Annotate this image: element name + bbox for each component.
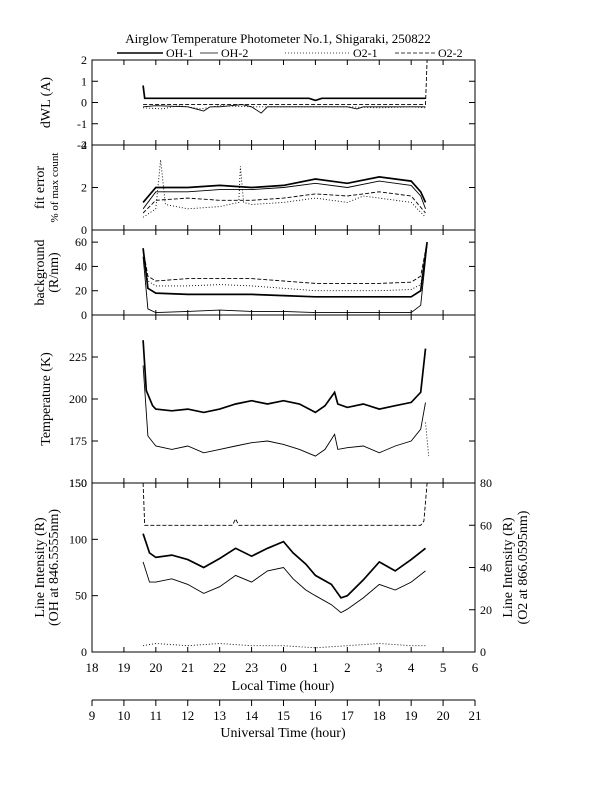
panel-frame [91,59,476,146]
y-tick-label: 0 [81,96,87,110]
y-tick-label-right: 20 [480,603,492,617]
local-time-tick-label: 2 [344,660,351,675]
local-time-tick-label: 22 [213,660,226,675]
y-tick-label-right: 40 [480,561,492,575]
y-axis-label: Line Intensity (R) [33,517,48,618]
y-tick-label: 0 [81,308,87,322]
y-tick-label-right: 0 [480,645,486,659]
ut-tick-label: 14 [245,708,259,723]
y-tick-label: 0 [81,645,87,659]
y-tick-label: 150 [69,476,87,490]
universal-time-label: Universal Time (hour) [220,726,346,741]
y-tick-label: 175 [69,434,87,448]
y-tick-label: 100 [69,532,87,546]
series-o2-2-line [142,191,426,214]
series-o2-1-line [143,643,426,649]
series-oh-1-line [142,533,427,599]
series-o2-2-line [142,483,428,526]
legend-label-o22: O2-2 [438,46,463,60]
local-time-tick-label: 1 [312,660,319,675]
local-time-tick-label: 6 [472,660,479,675]
y-axis-label: background [33,239,48,305]
y-tick-label: 0 [81,223,87,237]
ut-tick-label: 19 [405,708,418,723]
y-axis-label-right: Line Intensity (R) [501,517,516,618]
y-tick-label: 225 [69,350,87,364]
y-axis-label-right: (O2 at 866.0595nm) [516,510,531,624]
y-tick-label: 50 [75,589,87,603]
ut-tick-label: 11 [150,708,163,723]
panel-temperature: 150 175 200 225 Temperature (K) [39,314,476,490]
y-tick-label: 2 [81,181,87,195]
legend-label-o21: O2-1 [353,46,378,60]
ut-tick-label: 13 [213,708,226,723]
series-o2-2-line [142,242,428,284]
y-tick-label: 200 [69,392,87,406]
y-tick-label: 150 [69,476,87,490]
y-axis-label: Temperature (K) [39,352,54,446]
y-axis-label: fit error [33,166,48,209]
local-time-tick-label: 0 [280,660,287,675]
local-time-label: Local Time (hour) [232,679,335,694]
y-tick-label: 40 [75,259,87,273]
series-oh-1-line [142,176,427,203]
series-oh-2-line [142,244,428,314]
ut-tick-label: 9 [89,708,96,723]
y-axis-label: % of max count [49,153,61,223]
local-time-tick-label: 20 [149,660,162,675]
y-tick-label: 2 [81,53,87,67]
ut-tick-label: 15 [277,708,290,723]
ut-tick-label: 17 [341,708,355,723]
ut-tick-label: 10 [117,708,130,723]
panel-background: 0 20 40 60 background (R/nm) [33,229,476,322]
series-oh-2-line [143,104,426,114]
local-time-tick-label: 23 [245,660,258,675]
legend: OH-1 OH-2 O2-1 O2-2 [117,46,463,60]
local-time-tick-label: 21 [181,660,194,675]
y-tick-label-right: 60 [480,518,492,532]
ut-tick-label: 21 [469,708,482,723]
chart-title: Airglow Temperature Photometer No.1, Shi… [125,31,431,46]
y-tick-label: -1 [77,117,87,131]
y-tick-label: 60 [75,235,87,249]
local-time-tick-label: 4 [408,660,415,675]
ut-tick-label: 12 [181,708,194,723]
series-o2-1-line [142,159,426,218]
y-axis-label: dWL (A) [39,77,54,129]
series-o2-2-line [143,60,428,106]
y-tick-label: -2 [77,138,87,152]
ut-tick-label: 16 [309,708,323,723]
y-tick-label-right: 80 [480,476,492,490]
series-oh-2-line [142,561,426,614]
series-oh-1-line [142,85,426,102]
local-time-tick-label: 19 [117,660,130,675]
local-time-tick-label: 3 [376,660,383,675]
series-oh-2-line [142,365,426,457]
ut-tick-label: 18 [373,708,386,723]
local-time-tick-label: 5 [440,660,447,675]
y-tick-label: 4 [81,138,87,152]
series-oh-2-line [142,180,426,210]
panel-frame [91,229,476,316]
series-oh-1-line [142,340,427,414]
series-o2-1-line [143,105,426,110]
panel-dwl: -2 -1 0 1 2 dWL (A) [39,53,476,152]
panel-fit_error: 0 2 4 fit error% of max count [33,138,476,237]
legend-label-oh1: OH-1 [166,46,193,60]
series-o2-1-line [425,422,430,457]
y-axis-label: (R/nm) [47,252,62,293]
ut-tick-label: 20 [437,708,450,723]
series-oh-1-line [142,241,428,298]
y-axis-label: (OH at 846.5555nm) [47,509,62,626]
y-tick-label: 1 [81,74,87,88]
series-o2-1-line [142,242,428,292]
legend-label-oh2: OH-2 [221,46,248,60]
y-tick-label: 20 [75,284,87,298]
local-time-tick-label: 18 [86,660,99,675]
